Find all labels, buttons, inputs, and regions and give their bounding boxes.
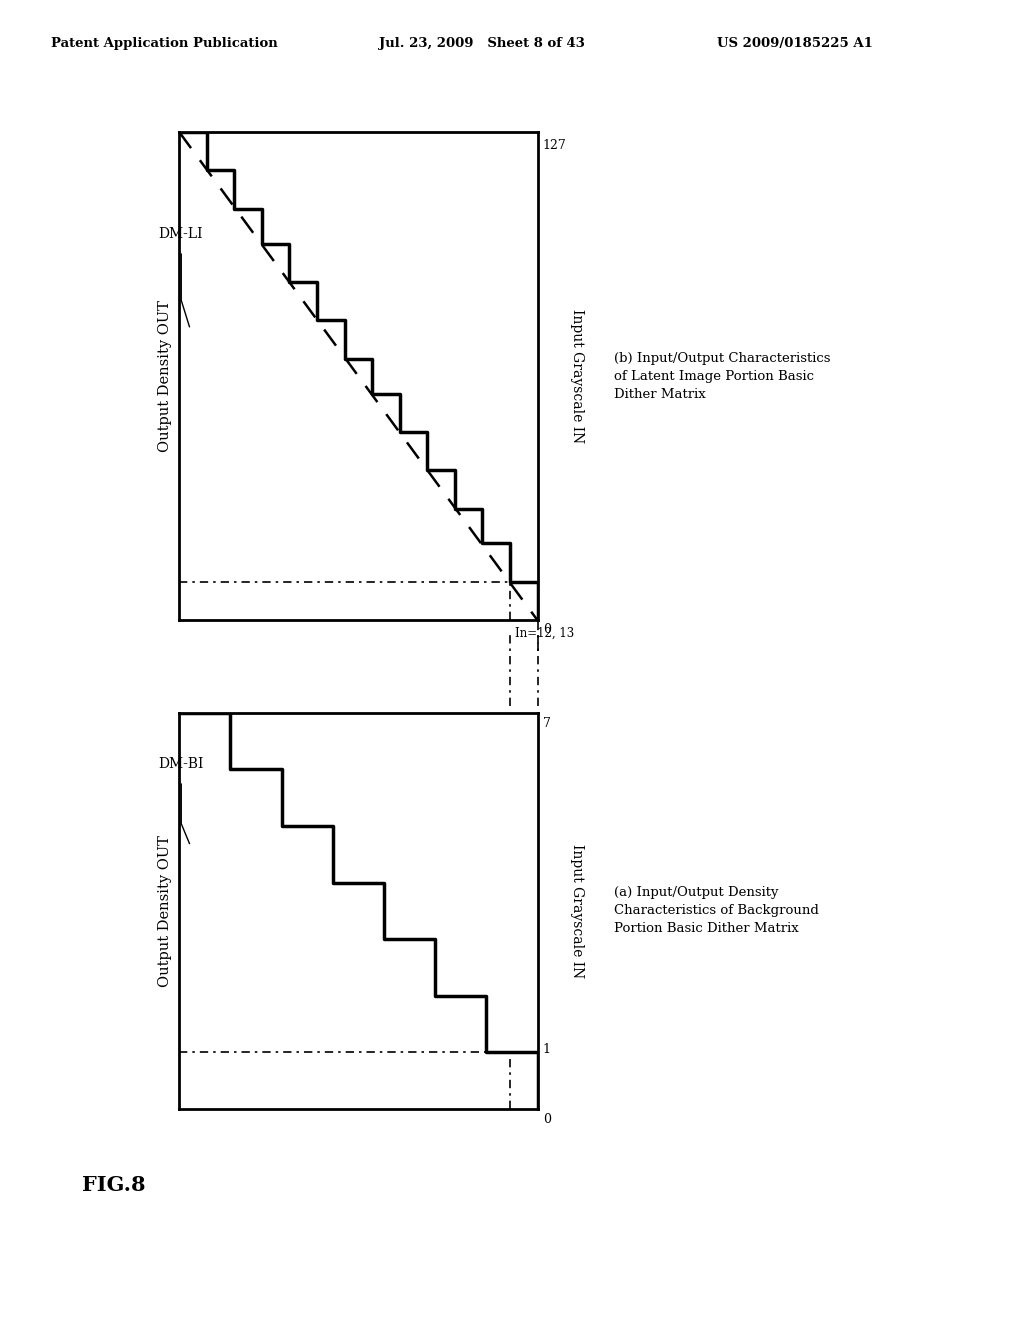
Text: FIG.8: FIG.8 [82, 1175, 145, 1195]
Text: US 2009/0185225 A1: US 2009/0185225 A1 [717, 37, 872, 50]
Text: DM-BI: DM-BI [159, 756, 204, 771]
Y-axis label: Output Density OUT: Output Density OUT [159, 834, 172, 987]
Text: Input Grayscale IN: Input Grayscale IN [569, 843, 584, 978]
Text: DM-LI: DM-LI [159, 227, 203, 242]
Y-axis label: Output Density OUT: Output Density OUT [159, 300, 172, 453]
Text: 7: 7 [543, 717, 551, 730]
Text: 127: 127 [543, 139, 566, 152]
Text: 1: 1 [543, 1043, 551, 1056]
Text: 0: 0 [543, 1113, 551, 1126]
Text: In=12, 13: In=12, 13 [515, 627, 574, 640]
Text: Input Grayscale IN: Input Grayscale IN [569, 309, 584, 444]
Text: Patent Application Publication: Patent Application Publication [51, 37, 278, 50]
Text: 0: 0 [543, 623, 551, 636]
Text: (b) Input/Output Characteristics
of Latent Image Portion Basic
Dither Matrix: (b) Input/Output Characteristics of Late… [614, 351, 830, 401]
Text: (a) Input/Output Density
Characteristics of Background
Portion Basic Dither Matr: (a) Input/Output Density Characteristics… [614, 886, 819, 936]
Text: Jul. 23, 2009   Sheet 8 of 43: Jul. 23, 2009 Sheet 8 of 43 [379, 37, 585, 50]
